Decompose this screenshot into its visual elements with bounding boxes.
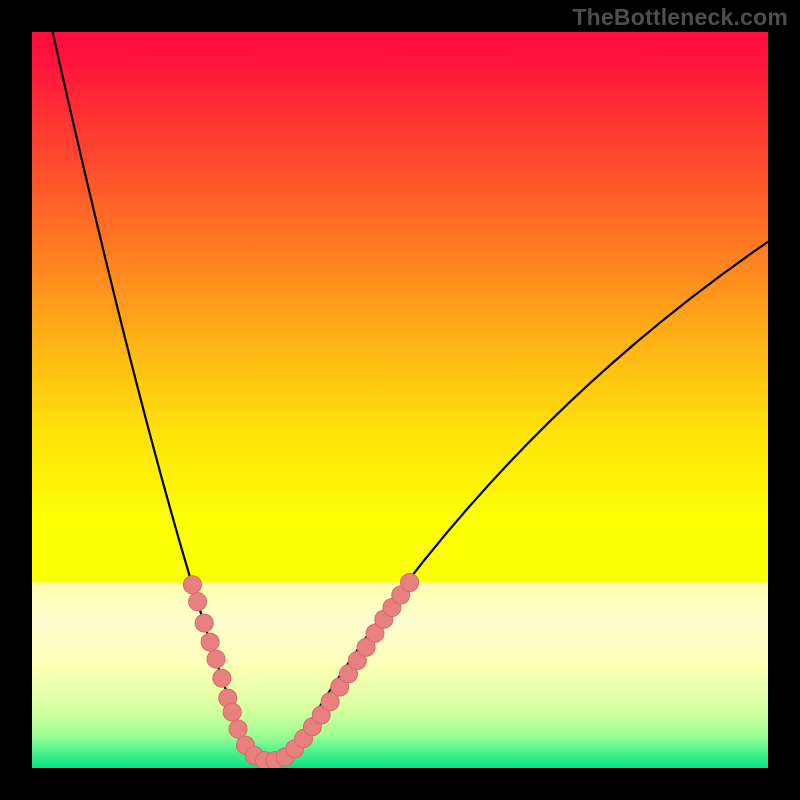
- bead-marker: [183, 576, 201, 594]
- curve-path: [53, 32, 768, 759]
- bead-marker: [207, 650, 225, 668]
- bead-marker: [213, 669, 231, 687]
- beads-group: [183, 574, 418, 768]
- bead-marker: [401, 574, 419, 592]
- bead-marker: [229, 720, 247, 738]
- outer-frame: TheBottleneck.com: [0, 0, 800, 800]
- bead-marker: [195, 614, 213, 632]
- watermark-text: TheBottleneck.com: [572, 4, 788, 31]
- bead-marker: [189, 593, 207, 611]
- bead-marker: [201, 633, 219, 651]
- bead-marker: [223, 703, 241, 721]
- plot-area: [32, 32, 768, 768]
- chart-svg: [32, 32, 768, 768]
